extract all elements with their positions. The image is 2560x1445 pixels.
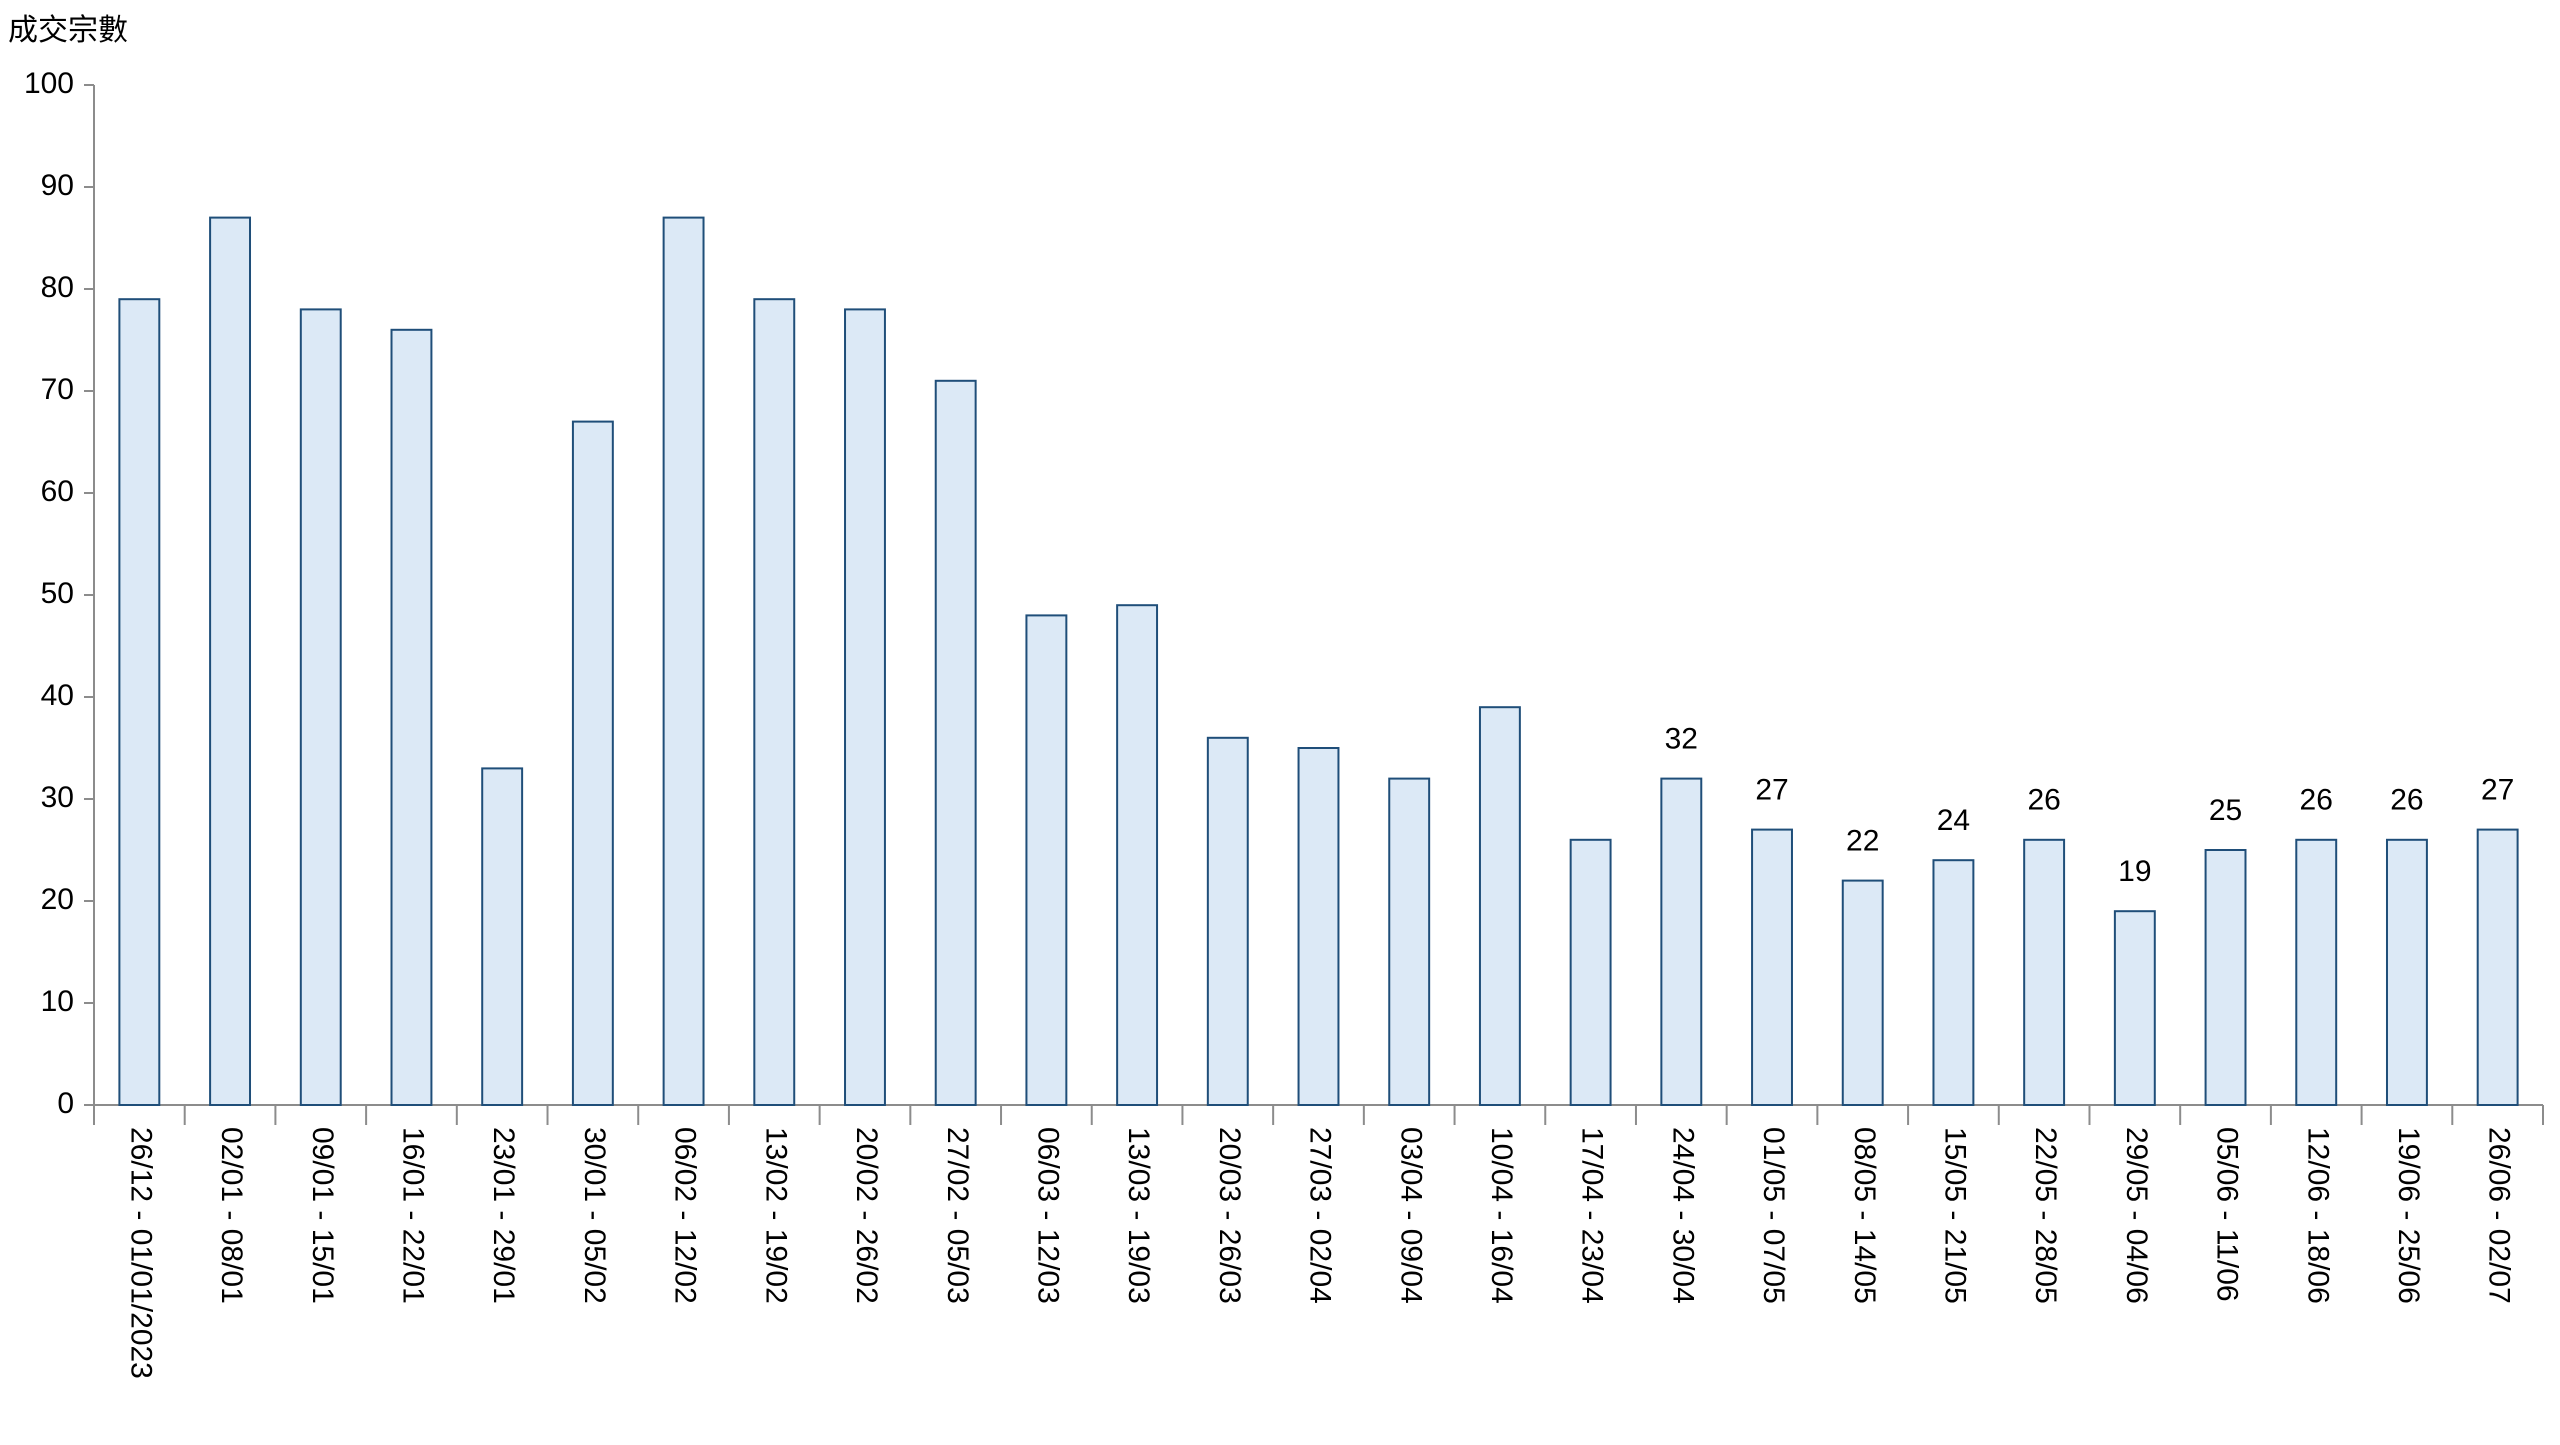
x-tick-label: 20/02 - 26/02 [850,1127,883,1304]
x-tick-label: 23/01 - 29/01 [487,1127,520,1304]
data-label: 26 [2300,784,2333,817]
x-tick-label: 01/05 - 07/05 [1757,1127,1790,1304]
x-tick-label: 06/03 - 12/03 [1031,1127,1064,1304]
y-tick-label: 80 [41,271,74,304]
bar [1025,614,1068,1107]
x-tick-label: 30/01 - 05/02 [578,1127,611,1304]
x-tick-label: 09/01 - 15/01 [306,1127,339,1304]
x-tick-label: 19/06 - 25/06 [2392,1127,2425,1304]
bar [753,298,796,1106]
data-label: 25 [2209,794,2242,827]
x-tick-label: 22/05 - 28/05 [2029,1127,2062,1304]
bar [1932,859,1975,1107]
x-tick-label: 02/01 - 08/01 [215,1127,248,1304]
x-tick-label: 26/12 - 01/01/2023 [124,1127,157,1379]
y-tick-label: 90 [41,169,74,202]
bar [571,420,614,1107]
x-tick-label: 26/06 - 02/07 [2483,1127,2516,1304]
bar [1388,777,1431,1106]
bar [2295,838,2338,1106]
x-tick-label: 24/04 - 30/04 [1666,1127,1699,1304]
bar [662,216,705,1107]
y-tick-label: 20 [41,883,74,916]
x-tick-label: 17/04 - 23/04 [1576,1127,1609,1304]
x-tick-label: 10/04 - 16/04 [1485,1127,1518,1304]
bar [209,216,252,1107]
bar [2385,838,2428,1106]
bar [1206,736,1249,1106]
bar [118,298,161,1106]
x-tick-label: 03/04 - 09/04 [1394,1127,1427,1304]
x-tick-label: 20/03 - 26/03 [1213,1127,1246,1304]
data-label: 22 [1846,825,1879,858]
bar [844,308,886,1106]
bar [2023,838,2066,1106]
bar [299,308,342,1106]
y-tick-label: 100 [24,67,74,100]
y-tick-label: 70 [41,373,74,406]
y-tick-label: 30 [41,781,74,814]
bar [1116,604,1159,1106]
x-tick-label: 27/02 - 05/03 [941,1127,974,1304]
bar [934,379,977,1106]
bar [1297,747,1340,1106]
data-label: 24 [1937,804,1970,837]
x-tick-label: 13/03 - 19/03 [1122,1127,1155,1304]
bar [1660,777,1703,1106]
bar [1478,706,1521,1106]
data-label: 27 [2481,774,2514,807]
x-tick-label: 13/02 - 19/02 [759,1127,792,1304]
data-label: 26 [2390,784,2423,817]
y-tick-label: 40 [41,679,74,712]
bar [2476,828,2519,1106]
x-tick-label: 15/05 - 21/05 [1939,1127,1972,1304]
x-tick-label: 12/06 - 18/06 [2301,1127,2334,1304]
x-tick-label: 29/05 - 04/06 [2120,1127,2153,1304]
bar [1751,828,1793,1106]
bar [390,328,433,1106]
x-tick-label: 08/05 - 14/05 [1848,1127,1881,1304]
data-label: 19 [2118,855,2151,888]
data-label: 27 [1755,774,1788,807]
y-tick-label: 0 [57,1087,74,1120]
y-tick-label: 60 [41,475,74,508]
data-label: 26 [2027,784,2060,817]
bar [481,767,524,1107]
bar [1569,838,1612,1106]
bar [1841,879,1884,1106]
y-tick-label: 10 [41,985,74,1018]
x-tick-label: 27/03 - 02/04 [1304,1127,1337,1304]
x-tick-label: 06/02 - 12/02 [669,1127,702,1304]
x-tick-label: 05/06 - 11/06 [2211,1127,2244,1302]
x-tick-label: 16/01 - 22/01 [397,1127,430,1304]
bar [2204,849,2247,1106]
data-label: 32 [1665,723,1698,756]
y-tick-label: 50 [41,577,74,610]
y-axis-label: 成交宗數 [8,14,128,47]
bar [2113,910,2156,1107]
